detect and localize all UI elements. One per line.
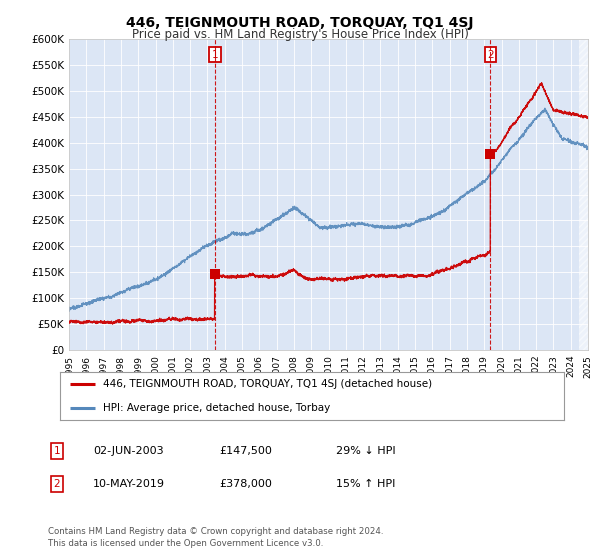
Text: 1: 1 [53,446,61,456]
Text: Price paid vs. HM Land Registry's House Price Index (HPI): Price paid vs. HM Land Registry's House … [131,28,469,41]
Text: 2: 2 [487,50,494,60]
Text: 446, TEIGNMOUTH ROAD, TORQUAY, TQ1 4SJ: 446, TEIGNMOUTH ROAD, TORQUAY, TQ1 4SJ [126,16,474,30]
Text: HPI: Average price, detached house, Torbay: HPI: Average price, detached house, Torb… [103,403,330,413]
Text: 10-MAY-2019: 10-MAY-2019 [93,479,165,489]
Text: Contains HM Land Registry data © Crown copyright and database right 2024.
This d: Contains HM Land Registry data © Crown c… [48,527,383,548]
Text: 15% ↑ HPI: 15% ↑ HPI [336,479,395,489]
Text: £378,000: £378,000 [219,479,272,489]
Text: 29% ↓ HPI: 29% ↓ HPI [336,446,395,456]
Text: 02-JUN-2003: 02-JUN-2003 [93,446,164,456]
Text: 2: 2 [53,479,61,489]
Text: £147,500: £147,500 [219,446,272,456]
Text: 1: 1 [211,50,218,60]
Text: 446, TEIGNMOUTH ROAD, TORQUAY, TQ1 4SJ (detached house): 446, TEIGNMOUTH ROAD, TORQUAY, TQ1 4SJ (… [103,379,432,389]
